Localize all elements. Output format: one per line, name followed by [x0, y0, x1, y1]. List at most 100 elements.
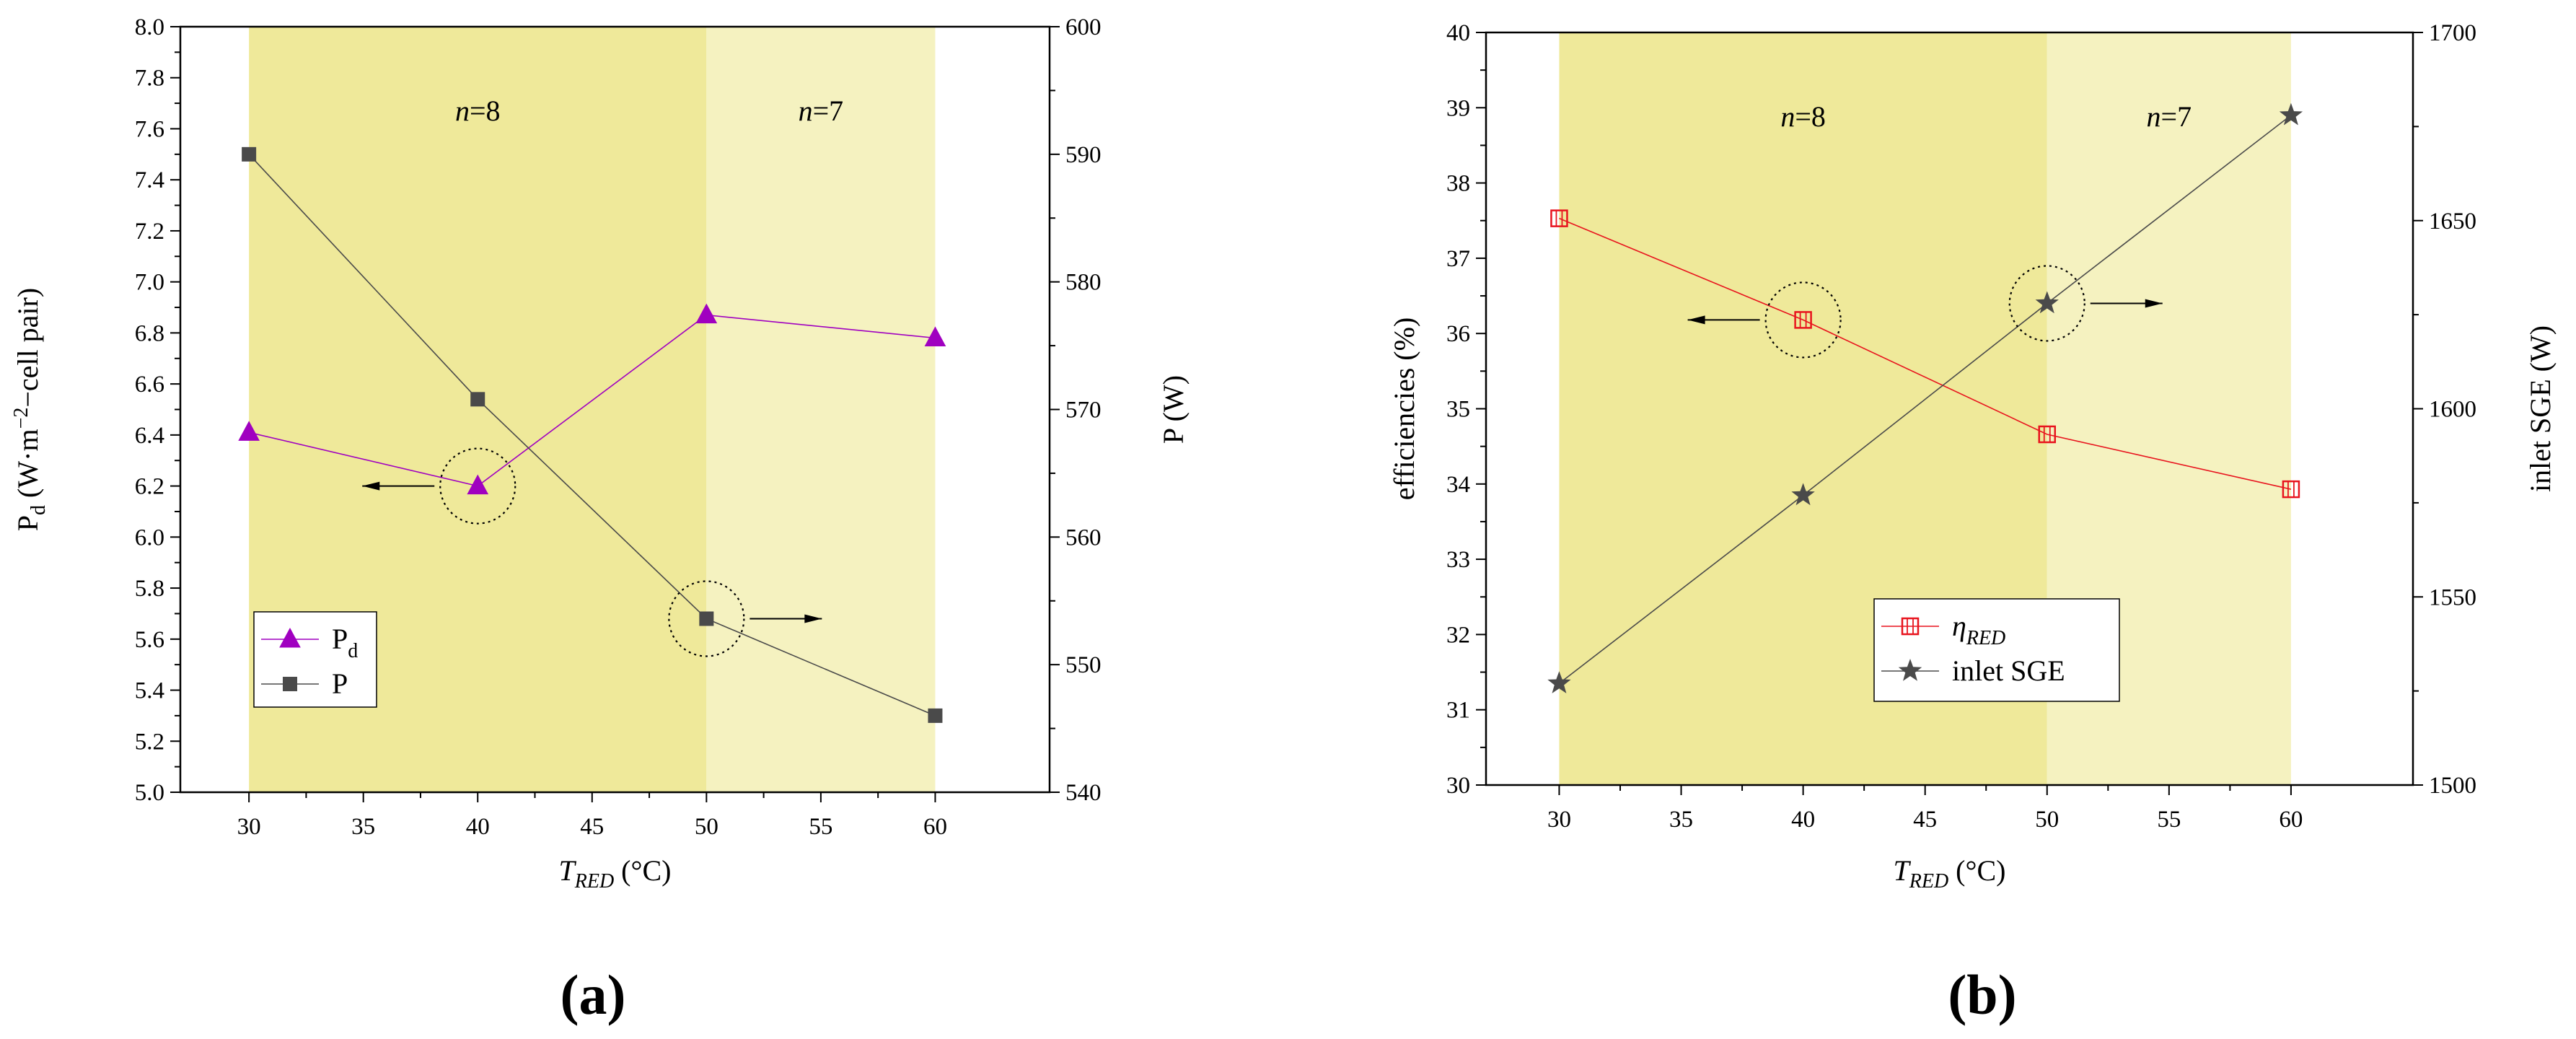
band-label-1: n=7 [799, 95, 844, 127]
x-axis-label-main: T [558, 854, 576, 887]
x-tick-label-5: 55 [2157, 807, 2181, 833]
x-tick-label-2: 40 [1791, 807, 1815, 833]
y-left-tick-label-5: 6.0 [135, 525, 164, 551]
y-left-tick-label-8: 38 [1446, 171, 1470, 197]
x-tick-label-4: 50 [2035, 807, 2059, 833]
y-left-tick-label-2: 5.4 [135, 678, 164, 704]
legend-label-1-main: inlet SGE [1952, 654, 2065, 687]
series-0-point-0 [1550, 209, 1568, 227]
y-left-tick-label-9: 39 [1446, 95, 1470, 121]
y-left-tick-label-7: 6.4 [135, 423, 164, 449]
x-axis-label-sub: RED [574, 870, 614, 893]
band-label-0-n: n [1780, 100, 1795, 133]
x-axis-label-sub: RED [1909, 870, 1948, 893]
y-right-tick-label-0: 540 [1065, 780, 1102, 806]
series-1-point-2 [2035, 291, 2059, 314]
x-tick-label-0: 30 [237, 814, 261, 840]
legend-label-0-main: η [1952, 610, 1966, 642]
series-1-point-0 [1547, 671, 1571, 693]
series-0-point-3 [2282, 480, 2300, 499]
band-label-1-n: n [799, 95, 813, 127]
annotation-circle-0 [439, 447, 516, 525]
y-left-axis-label-unit: (W·m [12, 429, 44, 505]
series-1-point-3 [928, 708, 943, 723]
x-axis-label-main: T [1893, 854, 1911, 887]
y-right-tick-label-1: 550 [1065, 652, 1102, 678]
y-left-tick-label-0: 5.0 [135, 780, 164, 806]
legend: ηRED inlet SGE [1873, 598, 2120, 702]
y-left-tick-label-14: 7.8 [135, 66, 164, 92]
y-left-tick-label-6: 36 [1446, 321, 1470, 347]
y-left-tick-label-10: 40 [1446, 20, 1470, 46]
x-tick-label-5: 55 [809, 814, 832, 840]
y-right-tick-label-2: 1600 [2429, 397, 2476, 423]
series-0-point-2-outline [2038, 425, 2057, 444]
x-axis-label-unit: (°C) [1948, 854, 2005, 887]
legend-box [253, 611, 377, 708]
series-0-point-1 [467, 474, 489, 495]
series-1-line [248, 154, 936, 716]
annotation-arrow-0 [1687, 315, 1760, 325]
band-label-0: n=8 [1780, 100, 1826, 133]
series-0-point-1 [1794, 311, 1812, 329]
annotation-arrow-1 [2090, 299, 2163, 308]
y-left-tick-label-4: 34 [1446, 472, 1470, 498]
x-tick-label-3: 45 [1913, 807, 1937, 833]
y-left-axis-label-sup: −2 [10, 408, 32, 429]
series-0-point-0-outline [1550, 209, 1568, 227]
y-left-tick-label-0: 30 [1446, 773, 1470, 799]
series-0-point-1-outline [1794, 311, 1812, 329]
y-left-axis-label-main: P [12, 515, 44, 531]
legend-label-1: inlet SGE [1952, 654, 2065, 687]
series-1-point-2 [699, 611, 714, 626]
x-tick-label-2: 40 [466, 814, 490, 840]
y-left-axis-label-main: efficiencies (%) [1388, 317, 1420, 501]
y-left-axis-label: efficiencies (%) [1388, 317, 1420, 501]
series-1-point-1 [470, 392, 485, 407]
annotation-circle-1 [2008, 265, 2085, 342]
chart-panel-a: n=8 n=730 35 40 45 50 55 605.05.25.45.65.86.06.… [10, 14, 1190, 893]
y-right-tick-label-4: 580 [1065, 270, 1102, 296]
x-axis-label-unit: (°C) [614, 854, 671, 887]
legend-label-1-main: P [332, 667, 348, 700]
y-right-tick-label-1: 1550 [2429, 584, 2476, 610]
legend-box [1873, 598, 2120, 702]
y-left-tick-label-11: 7.2 [135, 219, 164, 245]
y-left-tick-label-13: 7.6 [135, 116, 164, 142]
series-0-line [248, 314, 936, 487]
series-0-point-3 [924, 326, 946, 346]
y-right-axis-label: P (W) [1157, 375, 1190, 444]
y-left-tick-label-15: 8.0 [135, 14, 164, 40]
series-0-point-3-outline [2282, 480, 2300, 499]
series-0-point-0 [238, 421, 260, 441]
legend-label-1: P [332, 667, 348, 700]
panel-label-a: (a) [561, 963, 626, 1026]
band-label-1-value: =7 [2161, 100, 2192, 133]
panel-label-a-text: (a) [561, 963, 626, 1026]
series-0-line [1559, 217, 2292, 490]
series-1-point-3 [2279, 102, 2303, 126]
y-left-tick-label-3: 5.6 [135, 627, 164, 653]
y-left-axis-label-sub: d [27, 505, 50, 515]
legend-marker-1 [1898, 659, 1922, 681]
y-right-tick-label-5: 590 [1065, 142, 1102, 168]
legend: PdP [253, 611, 377, 708]
band-label-1: n=7 [2147, 100, 2192, 133]
series-1-point-1 [1791, 483, 1815, 506]
annotation-arrow-0-head [1687, 315, 1705, 325]
legend-label-0-sub: RED [1966, 627, 2005, 649]
legend-label-0-main: P [332, 623, 348, 655]
band-label-0-value: =8 [470, 95, 501, 127]
band-label-0: n=8 [455, 95, 501, 127]
y-right-tick-label-0: 1500 [2429, 773, 2476, 799]
y-left-tick-label-3: 33 [1446, 547, 1470, 573]
legend-label-0: ηRED [1952, 610, 2005, 649]
legend-label-0: Pd [332, 623, 358, 662]
legend-marker-0 [1901, 617, 1920, 636]
x-tick-label-0: 30 [1547, 807, 1571, 833]
y-right-tick-label-6: 600 [1065, 14, 1102, 40]
y-left-tick-label-5: 35 [1446, 397, 1470, 423]
y-left-axis-label-tail: −cell pair) [12, 288, 44, 408]
x-axis-label: TRED (°C) [1893, 854, 2005, 893]
